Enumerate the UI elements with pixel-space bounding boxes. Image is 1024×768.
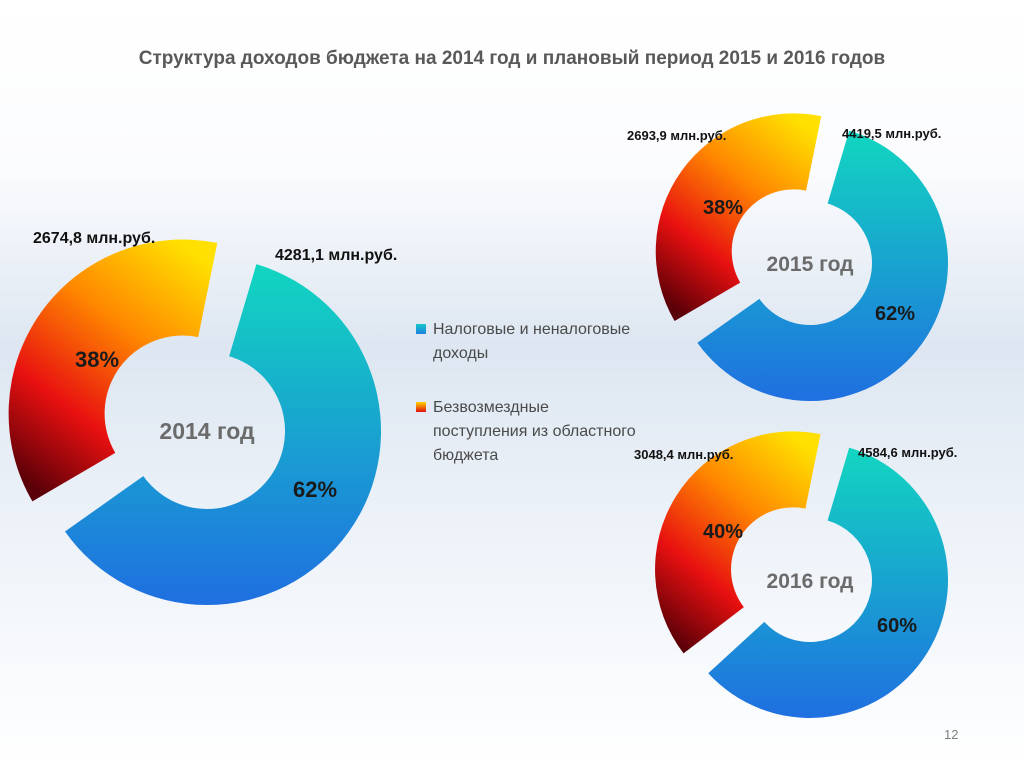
legend-label-tax: Налоговые и неналоговые доходы bbox=[433, 321, 631, 362]
donut-0-segment-tax bbox=[64, 264, 381, 605]
donut-1-percent-gratuitous: 38% bbox=[703, 197, 743, 219]
page-title: Структура доходов бюджета на 2014 год и … bbox=[138, 48, 886, 69]
legend: Налоговые и неналоговые доходы Безвозмез… bbox=[416, 318, 646, 498]
donut-0-percent-tax: 62% bbox=[293, 477, 337, 502]
donut-2-amount-gratuitous: 3048,4 млн.руб. bbox=[634, 447, 733, 462]
donut-0-amount-gratuitous: 2674,8 млн.руб. bbox=[33, 230, 155, 247]
donut-2-segment-gratuitous bbox=[655, 431, 821, 654]
donut-0-amount-tax: 4281,1 млн.руб. bbox=[275, 247, 397, 264]
donut-0-year-label: 2014 год bbox=[159, 418, 255, 444]
donut-1-amount-gratuitous: 2693,9 млн.руб. bbox=[627, 128, 726, 143]
donut-2-amount-tax: 4584,6 млн.руб. bbox=[858, 445, 957, 460]
donut-0-percent-gratuitous: 38% bbox=[75, 347, 119, 372]
legend-item-tax: Налоговые и неналоговые доходы bbox=[416, 318, 646, 366]
donut-2-percent-gratuitous: 40% bbox=[703, 521, 743, 543]
donut-1-year-label: 2015 год bbox=[767, 253, 854, 276]
donut-1-percent-tax: 62% bbox=[875, 303, 915, 325]
legend-swatch-gratuitous bbox=[416, 402, 426, 412]
donut-0-segment-gratuitous bbox=[8, 239, 218, 502]
page-number: 12 bbox=[944, 727, 959, 742]
donut-2-year-label: 2016 год bbox=[767, 570, 854, 593]
donut-1-segment-tax bbox=[697, 130, 948, 402]
donut-1-segment-gratuitous bbox=[655, 113, 822, 321]
legend-label-gratuitous: Безвозмездные поступления из областного … bbox=[433, 399, 636, 464]
donut-2-segment-tax bbox=[708, 447, 948, 718]
legend-swatch-tax bbox=[416, 324, 426, 334]
legend-item-gratuitous: Безвозмездные поступления из областного … bbox=[416, 396, 646, 468]
donut-2-percent-tax: 60% bbox=[877, 615, 917, 637]
donut-1-amount-tax: 4419,5 млн.руб. bbox=[842, 126, 941, 141]
